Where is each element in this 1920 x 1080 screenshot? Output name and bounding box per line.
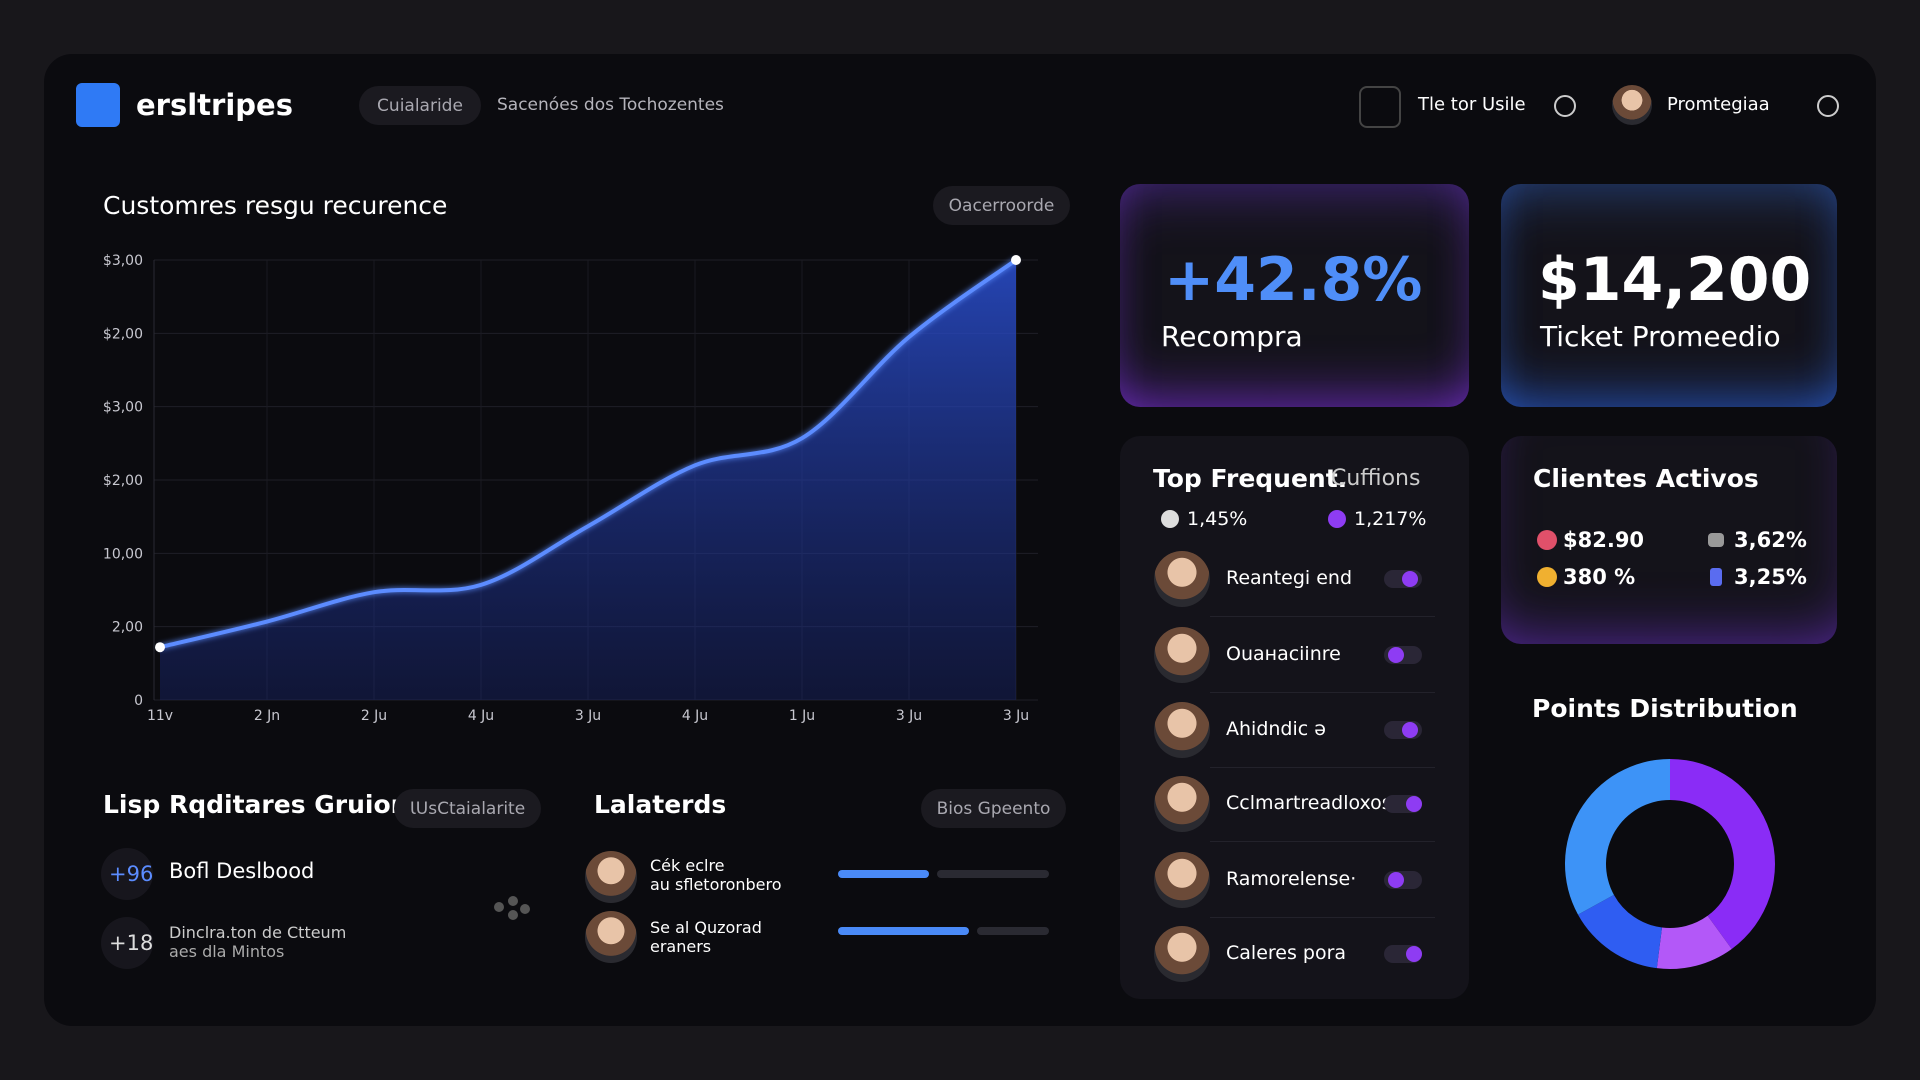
toggle[interactable] [1384, 570, 1422, 588]
list-name: Cclmartreadloxos [1226, 792, 1392, 814]
toggle[interactable] [1384, 945, 1422, 963]
stat-icon [1537, 567, 1557, 587]
list-name: Ouaнaciinre [1226, 643, 1341, 665]
laterals-filter[interactable]: Bios Gpeento [921, 789, 1066, 828]
avatar [1154, 776, 1210, 832]
avatar [1154, 926, 1210, 982]
legend-dot [1161, 510, 1179, 528]
settings-icon[interactable] [1817, 95, 1839, 117]
list-subtitle: Cuffions [1331, 466, 1421, 491]
stat-value: 3,25% [1734, 565, 1807, 589]
lateral-text: au sfletoronbero [650, 875, 782, 894]
legend-label: 1,45% [1187, 508, 1248, 530]
stat-value: 380 % [1563, 565, 1636, 589]
separator [1210, 917, 1435, 918]
logo-icon [76, 83, 120, 127]
kpi-value: $14,200 [1538, 245, 1812, 315]
tool-icon[interactable] [1359, 86, 1401, 128]
groups-title: Lisp Rqditares Gruion [103, 790, 409, 819]
decor-dots [494, 902, 504, 912]
stat-icon [1537, 530, 1557, 550]
separator [1210, 841, 1435, 842]
toggle[interactable] [1384, 721, 1422, 739]
avatar [1154, 702, 1210, 758]
toggle[interactable] [1384, 646, 1422, 664]
avatar [585, 911, 637, 963]
list-name: Ahidndic ǝ [1226, 718, 1326, 740]
legend-label: 1,217% [1354, 508, 1427, 530]
avatar [1154, 852, 1210, 908]
progress-track [976, 927, 1049, 935]
kpi-label: Ticket Promeedio [1540, 320, 1781, 353]
user-name[interactable]: Promtegiaa [1667, 94, 1770, 115]
group-text: aes dla Mintos [169, 942, 285, 961]
avatar [1154, 551, 1210, 607]
lateral-text: eraners [650, 937, 712, 956]
legend-dot [1328, 510, 1346, 528]
stat-value: $82.90 [1563, 528, 1645, 552]
lateral-text: Cék eclre [650, 856, 725, 875]
separator [1210, 616, 1435, 617]
user-avatar[interactable] [1612, 85, 1652, 125]
avatar [585, 851, 637, 903]
group-text: Dinclra.ton de Ctteum [169, 923, 347, 942]
chart-filter[interactable]: Oacerroorde [933, 186, 1070, 225]
toggle[interactable] [1384, 795, 1422, 813]
groups-filter[interactable]: ƖUsCtaialarite [394, 789, 541, 828]
badge: +18 [109, 931, 154, 955]
stat-icon [1710, 568, 1722, 586]
kpi-card [1120, 184, 1469, 407]
progress-fill [838, 927, 969, 935]
toggle[interactable] [1384, 871, 1422, 889]
nav-tab[interactable]: Cuialaride [359, 86, 481, 125]
brand: ersltripes [136, 88, 293, 122]
donut-title: Points Distribution [1532, 694, 1798, 723]
nav-link[interactable]: Sacenóes dos Tochozentes [497, 95, 724, 115]
badge-bg [101, 917, 153, 969]
tool-label[interactable]: Tle tor Usile [1418, 94, 1526, 115]
laterals-title: Lalaterds [594, 790, 727, 819]
kpi-value: +42.8% [1164, 245, 1423, 315]
progress-track [936, 870, 1049, 878]
progress-fill [838, 870, 929, 878]
list-name: Reantegi end [1226, 567, 1353, 589]
add-icon[interactable] [1554, 95, 1576, 117]
group-text: Bofl Deslbood [169, 859, 315, 883]
lateral-text: Se al Quzorad [650, 918, 762, 937]
stat-value: 3,62% [1734, 528, 1807, 552]
badge: +96 [109, 862, 154, 886]
kpi-label: Recompra [1161, 320, 1303, 353]
badge-bg [101, 848, 153, 900]
clientes-card [1501, 436, 1837, 644]
list-name: Caleres pora [1226, 942, 1347, 964]
chart-title: Customres resgu recurence [103, 191, 448, 220]
list-name: Ramorelense· [1226, 868, 1357, 890]
kpi-card [1501, 184, 1837, 407]
separator [1210, 767, 1435, 768]
stat-icon [1708, 533, 1724, 547]
clientes-title: Clientes Activos [1533, 464, 1759, 493]
list-title: Top Frequent. [1153, 464, 1348, 493]
avatar [1154, 627, 1210, 683]
separator [1210, 692, 1435, 693]
